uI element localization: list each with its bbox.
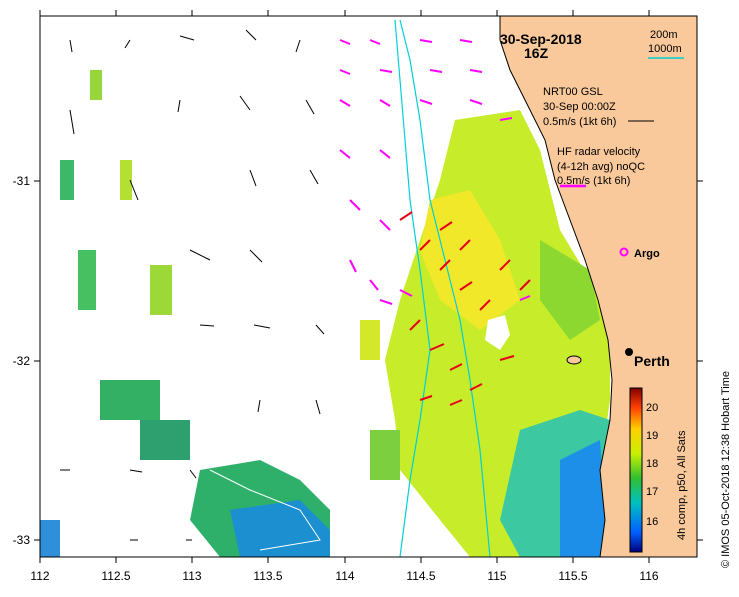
sst-patch — [120, 160, 132, 200]
x-tick-label: 112 — [30, 569, 49, 583]
depth-legend-1000m: 1000m — [648, 43, 682, 55]
sst-patch — [370, 430, 400, 480]
y-tick-label: -33 — [13, 533, 31, 547]
perth-label: Perth — [634, 353, 670, 369]
x-tick-label: 114 — [335, 569, 354, 583]
x-tick-label: 112.5 — [101, 569, 130, 583]
depth-legend-200m: 200m — [650, 29, 678, 41]
hf-radar-arrows — [399, 211, 531, 406]
sst-patch — [100, 380, 160, 420]
hf-title: HF radar velocity — [557, 146, 641, 158]
hf-subtitle: (4-12h avg) noQC — [557, 161, 645, 173]
land — [499, 16, 697, 557]
nrt-scale: 0.5m/s (1kt 6h) — [543, 116, 616, 128]
x-tick-label: 113 — [182, 569, 201, 583]
sst-patch — [78, 250, 96, 310]
nrt-time: 30-Sep 00:00Z — [543, 101, 616, 113]
y-tick-label: -31 — [13, 174, 31, 188]
cloud-gap — [485, 315, 510, 350]
map-date: 30-Sep-2018 — [500, 31, 582, 47]
y-tick-label: -32 — [13, 354, 31, 368]
sst-coastal-blue — [560, 440, 608, 557]
nrt-current-arrows — [339, 39, 531, 305]
colorbar-tick: 18 — [646, 458, 658, 470]
sst-patch — [40, 520, 60, 557]
sst-warm-core — [420, 190, 520, 330]
isobath-1000m — [394, 19, 431, 557]
sst-patch — [360, 320, 380, 360]
map-time: 16Z — [524, 45, 549, 61]
x-tick-label: 113.5 — [253, 569, 282, 583]
sst-patch — [90, 70, 102, 100]
x-axis — [39, 10, 650, 563]
credit-text: © IMOS 05-Oct-2018 12:38 Hobart Time — [720, 371, 732, 568]
plot-frame — [39, 15, 698, 558]
x-tick-label: 114.5 — [406, 569, 435, 583]
sst-patch — [150, 265, 172, 315]
colorbar-label: 4h comp, p50, All Sats — [676, 430, 688, 540]
island — [566, 355, 582, 365]
x-tick-label: 115.5 — [558, 569, 587, 583]
sst-patch — [60, 160, 74, 200]
hf-scale: 0.5m/s (1kt 6h) — [557, 175, 630, 187]
colorbar-tick: 20 — [646, 402, 658, 414]
sst-offshore-green — [540, 240, 600, 340]
argo-label: Argo — [634, 248, 660, 260]
sst-patch — [140, 420, 190, 460]
colorbar-tick: 16 — [646, 516, 658, 528]
nrt-title: NRT00 GSL — [543, 86, 603, 98]
colorbar — [629, 387, 643, 553]
perth-marker — [625, 348, 633, 356]
x-tick-label: 115 — [487, 569, 506, 583]
y-axis — [34, 180, 703, 541]
model-arrows — [60, 29, 325, 541]
colorbar-tick: 19 — [646, 430, 658, 442]
x-tick-label: 116 — [639, 569, 658, 583]
isobath-south — [209, 469, 321, 551]
argo-marker — [619, 247, 629, 257]
isobath-200m — [399, 19, 491, 557]
colorbar-tick: 17 — [646, 486, 658, 498]
